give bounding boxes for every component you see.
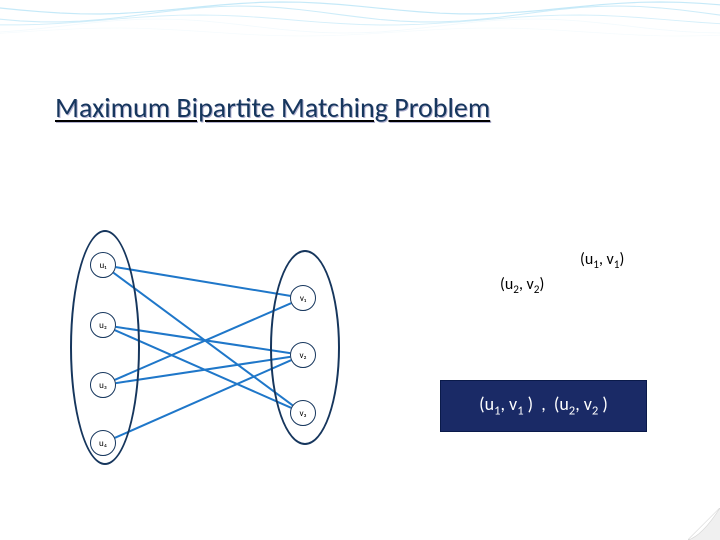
match-pair-label: (u2, v2): [500, 275, 544, 297]
left-node: u₃: [90, 372, 116, 398]
right-node: v₃: [290, 400, 316, 426]
edge: [116, 267, 290, 296]
match-pair-label: (u1, v1): [580, 250, 624, 272]
page-title: Maximum Bipartite Matching Problem Maxim…: [55, 90, 490, 125]
bipartite-diagram: u₁ u₂ u₃ u₄ v₁ v₂ v₃: [55, 230, 375, 500]
page-curl-icon: [688, 508, 720, 540]
right-node: v₂: [290, 342, 316, 368]
edge: [116, 357, 290, 383]
left-node: u₄: [90, 430, 116, 456]
title-text: Maximum Bipartite Matching Problem: [55, 90, 490, 125]
edge: [116, 327, 290, 353]
edge: [115, 360, 291, 438]
result-box-text: (u1, v1 ) , (u2, v2 ): [479, 393, 608, 419]
wave-decoration: [0, 0, 720, 60]
right-node: v₁: [290, 285, 316, 311]
left-node: u₁: [90, 252, 116, 278]
result-box: (u1, v1 ) , (u2, v2 ): [440, 380, 647, 432]
left-node: u₂: [90, 312, 116, 338]
